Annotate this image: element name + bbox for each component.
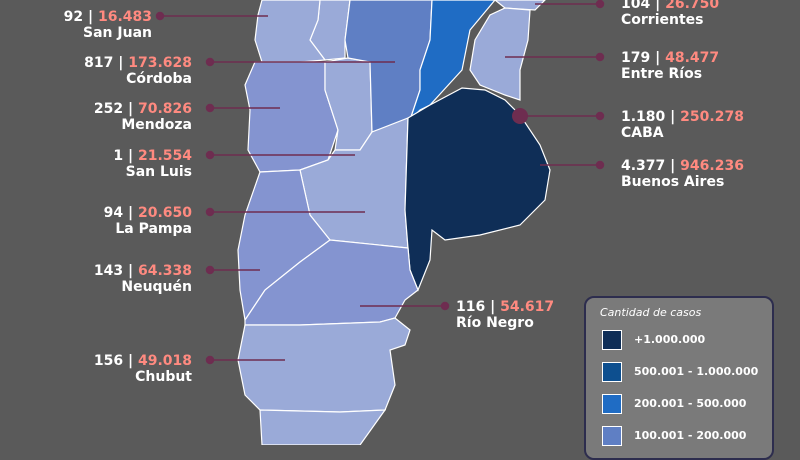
label-chubut: 156 | 49.018 Chubut <box>93 353 192 385</box>
label-san-juan: 92 | 16.483 San Juan <box>63 9 152 41</box>
caba-marker <box>512 108 528 124</box>
label-san-luis: 1 | 21.554 San Luis <box>113 148 192 180</box>
label-entre-rios: 179 | 48.477 Entre Ríos <box>621 50 720 82</box>
province-entre-rios <box>469 7 531 101</box>
label-name: CABA <box>621 125 664 141</box>
label-name: Entre Ríos <box>621 66 703 82</box>
label-name: Río Negro <box>456 315 534 331</box>
label-cordoba: 817 | 173.628 Córdoba <box>84 55 192 87</box>
map-legend: Cantidad de casos +1.000.000 500.001 - 1… <box>584 296 774 460</box>
label-buenos-aires: 4.377 | 946.236 Buenos Aires <box>621 158 744 190</box>
province-santa-cruz <box>259 409 387 445</box>
legend-label: 200.001 - 500.000 <box>634 397 747 410</box>
label-name: Corrientes <box>621 12 704 28</box>
legend-label: 100.001 - 200.000 <box>634 429 747 442</box>
label-name: San Juan <box>83 25 152 41</box>
legend-swatch <box>602 330 622 350</box>
province-buenos-aires <box>404 87 551 292</box>
label-name: Mendoza <box>121 117 192 133</box>
argentina-map <box>155 0 605 445</box>
label-caba: 1.180 | 250.278 CABA <box>621 109 744 141</box>
legend-label: +1.000.000 <box>634 333 706 346</box>
label-name: La Pampa <box>115 221 192 237</box>
label-name: San Luis <box>125 164 192 180</box>
label-la-pampa: 94 | 20.650 La Pampa <box>103 205 192 237</box>
legend-title: Cantidad de casos <box>600 306 702 319</box>
province-santa-fe <box>409 0 496 121</box>
label-rio-negro: 116 | 54.617 Río Negro <box>456 299 555 331</box>
legend-swatch <box>602 362 622 382</box>
label-mendoza: 252 | 70.826 Mendoza <box>93 101 192 133</box>
legend-swatch <box>602 394 622 414</box>
label-name: Neuquén <box>121 279 192 295</box>
legend-label: 500.001 - 1.000.000 <box>634 365 759 378</box>
province-corrientes <box>494 0 546 11</box>
label-name: Buenos Aires <box>621 174 725 190</box>
label-name: Córdoba <box>126 71 192 87</box>
legend-swatch <box>602 426 622 446</box>
province-san-juan <box>254 0 327 63</box>
province-chubut <box>237 317 411 413</box>
label-neuquen: 143 | 64.338 Neuquén <box>93 263 192 295</box>
label-name: Chubut <box>135 369 192 385</box>
label-corrientes: 104 | 26.750 Corrientes <box>621 0 720 28</box>
